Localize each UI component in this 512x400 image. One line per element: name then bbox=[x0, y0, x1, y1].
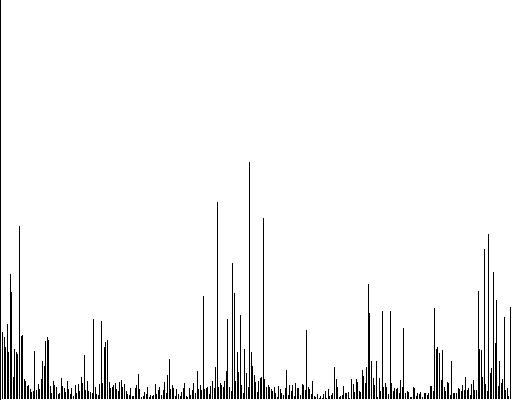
spike-chart bbox=[0, 0, 512, 400]
spike-chart-plot bbox=[0, 0, 511, 400]
